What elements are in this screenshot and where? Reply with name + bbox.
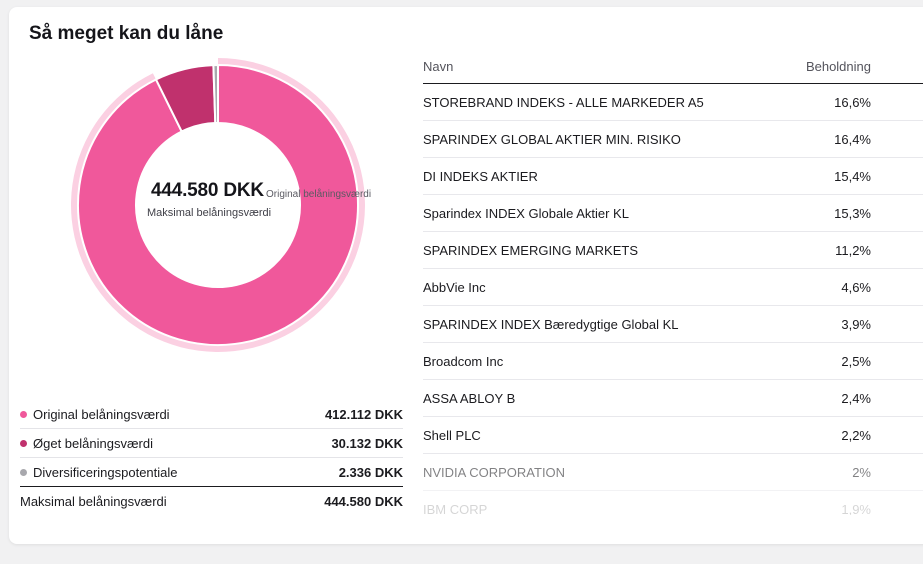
table-row[interactable]: Sparindex INDEX Globale Aktier KL 15,3%	[423, 195, 923, 232]
table-row[interactable]: SPARINDEX EMERGING MARKETS 11,2%	[423, 232, 923, 269]
column-header-name[interactable]: Navn	[423, 58, 454, 74]
donut-hover-label: Original belåningsværdi	[266, 189, 372, 200]
legend-value: 30.132 DKK	[331, 435, 403, 451]
table-row[interactable]: Broadcom Inc 2,5%	[423, 343, 923, 380]
holding-percent: 15,3%	[834, 205, 871, 221]
holding-percent: 3,9%	[841, 316, 871, 332]
legend-row-original: Original belåningsværdi 412.112 DKK	[20, 400, 403, 429]
legend-value: 412.112 DKK	[324, 406, 403, 422]
holding-percent: 16,6%	[834, 94, 871, 110]
legend-total-value: 444.580 DKK	[324, 493, 403, 509]
holding-percent: 2,5%	[841, 353, 871, 369]
legend-total-label: Maksimal belåningsværdi	[20, 493, 167, 509]
holding-name: Broadcom Inc	[423, 353, 504, 369]
holding-percent: 4,6%	[841, 279, 871, 295]
table-row[interactable]: STOREBRAND INDEKS - ALLE MARKEDER A5 16,6…	[423, 84, 923, 121]
donut-center-label: Maksimal belåningsværdi	[147, 207, 272, 219]
legend-dot-diversificering	[20, 468, 27, 476]
holding-name: Sparindex INDEX Globale Aktier KL	[423, 205, 629, 221]
legend-row-oget: Øget belåningsværdi 30.132 DKK	[20, 429, 403, 458]
holding-name: Shell PLC	[423, 427, 481, 443]
table-header: Navn Beholdning	[423, 49, 923, 84]
holding-name: IBM CORP	[423, 501, 488, 516]
donut-center-value: 444.580 DKK	[151, 180, 264, 201]
table-row[interactable]: AbbVie Inc 4,6%	[423, 269, 923, 306]
holding-percent: 2,2%	[841, 427, 871, 443]
holding-percent: 2,4%	[841, 390, 871, 406]
table-row[interactable]: NVIDIA CORPORATION 2%	[423, 454, 923, 491]
holding-percent: 16,4%	[834, 131, 871, 147]
donut-slice-original[interactable]	[77, 63, 359, 346]
holdings-table: Navn Beholdning STOREBRAND INDEKS - ALLE…	[423, 49, 923, 515]
donut-slice-diversificering[interactable]	[212, 63, 219, 125]
legend-label: Øget belåningsværdi	[33, 435, 153, 451]
table-row[interactable]: SPARINDEX INDEX Bæredygtige Global KL 3,9…	[423, 306, 923, 343]
table-body: STOREBRAND INDEKS - ALLE MARKEDER A5 16,6…	[423, 84, 923, 515]
table-row[interactable]: ASSA ABLOY B 2,4%	[423, 380, 923, 417]
table-row[interactable]: IBM CORP 1,9%	[423, 491, 923, 516]
table-row[interactable]: Shell PLC 2,2%	[423, 417, 923, 454]
legend-row-diversificering: Diversificeringspotentiale 2.336 DKK	[20, 458, 403, 487]
holding-name: SPARINDEX INDEX Bæredygtige Global KL	[423, 316, 679, 332]
holding-name: DI INDEKS AKTIER	[423, 168, 538, 184]
holding-name: SPARINDEX GLOBAL AKTIER MIN. RISIKO	[423, 131, 681, 147]
holding-name: SPARINDEX EMERGING MARKETS	[423, 242, 639, 258]
legend-value: 2.336 DKK	[338, 464, 403, 480]
card-title: Så meget kan du låne	[29, 23, 224, 44]
holding-name: NVIDIA CORPORATION	[423, 464, 566, 480]
table-row[interactable]: SPARINDEX GLOBAL AKTIER MIN. RISIKO 16,4%	[423, 121, 923, 158]
holding-percent: 15,4%	[834, 168, 871, 184]
holding-percent: 2%	[852, 464, 871, 480]
legend: Original belåningsværdi 412.112 DKK Øget…	[20, 400, 403, 515]
holding-name: AbbVie Inc	[423, 279, 486, 295]
holding-name: ASSA ABLOY B	[423, 390, 516, 406]
table-row[interactable]: DI INDEKS AKTIER 15,4%	[423, 158, 923, 195]
holding-percent: 11,2%	[835, 242, 871, 258]
holding-name: STOREBRAND INDEKS - ALLE MARKEDER A5	[423, 94, 704, 110]
legend-label: Original belåningsværdi	[33, 406, 170, 422]
legend-total-row: Maksimal belåningsværdi 444.580 DKK	[20, 486, 403, 515]
legend-dot-oget	[20, 439, 27, 447]
legend-label: Diversificeringspotentiale	[33, 464, 178, 480]
column-header-holding[interactable]: Beholdning	[805, 58, 871, 74]
holding-percent: 1,9%	[841, 501, 871, 516]
legend-dot-original	[20, 410, 27, 418]
